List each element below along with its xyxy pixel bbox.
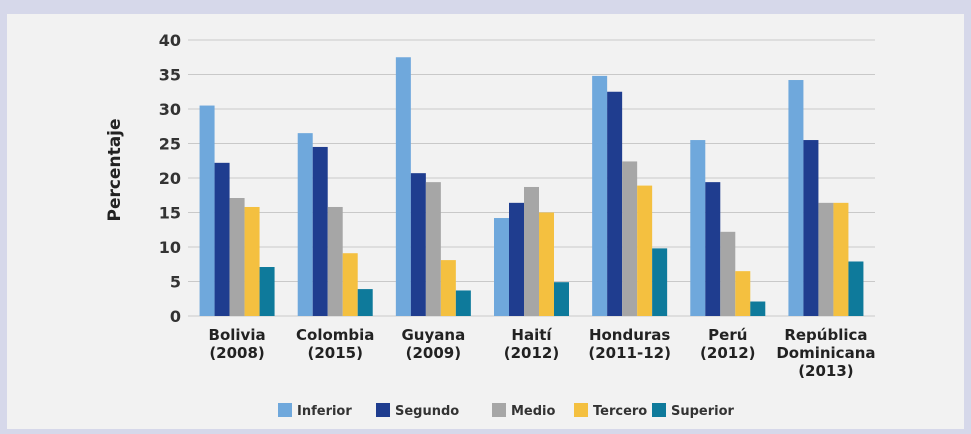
bar-medio-6	[818, 202, 834, 316]
bar-inferior-3	[494, 218, 509, 316]
bar-medio-4	[622, 161, 638, 316]
category-label: Perú	[708, 326, 747, 344]
bar-tercero-1	[342, 253, 358, 316]
category-label: (2015)	[307, 344, 362, 362]
bar-superior-2	[455, 290, 471, 316]
category-label: (2013)	[798, 362, 853, 380]
bar-segundo-2	[410, 173, 426, 316]
bar-segundo-0	[214, 162, 230, 316]
legend-swatch	[376, 403, 390, 417]
bar-superior-6	[848, 261, 864, 316]
bar-inferior-6	[788, 80, 804, 317]
legend-swatch	[652, 403, 666, 417]
bar-inferior-4	[592, 75, 608, 316]
legend-label: Superior	[671, 404, 735, 419]
y-tick-labels: 0 5 10 15 20 25 30 35 40	[159, 31, 181, 326]
bar-tercero-2	[440, 260, 456, 316]
bar-tercero-4	[637, 185, 653, 316]
y-tick-label: 20	[159, 169, 181, 188]
bar-superior-4	[652, 248, 668, 316]
legend-label: Inferior	[297, 404, 352, 419]
bar-inferior-1	[297, 133, 313, 316]
category-label: (2012)	[700, 344, 755, 362]
y-tick-label: 10	[159, 238, 181, 257]
legend-label: Tercero	[593, 404, 647, 419]
y-tick-label: 25	[159, 135, 181, 154]
bar-segundo-5	[705, 182, 721, 316]
bar-segundo-3	[509, 202, 524, 316]
bar-medio-2	[425, 182, 441, 316]
bar-medio-3	[524, 186, 539, 316]
bars	[199, 57, 864, 317]
category-label: (2009)	[406, 344, 461, 362]
y-tick-label: 15	[159, 204, 181, 223]
y-tick-label: 35	[159, 66, 181, 85]
category-label: Bolivia	[209, 326, 266, 344]
legend: Inferior Segundo Medio Tercero Superior	[278, 403, 735, 419]
category-label: Haití	[511, 326, 552, 344]
bar-superior-0	[259, 267, 275, 316]
category-label: (2012)	[504, 344, 559, 362]
legend-swatch	[278, 403, 292, 417]
category-label: (2011-12)	[588, 344, 671, 362]
bar-tercero-5	[735, 271, 751, 316]
y-tick-label: 30	[159, 100, 181, 119]
bar-superior-1	[357, 289, 373, 316]
legend-label: Medio	[511, 404, 556, 419]
bar-medio-5	[720, 231, 736, 316]
category-label: Dominicana	[776, 344, 875, 362]
bar-inferior-2	[395, 57, 411, 316]
bar-inferior-0	[199, 105, 215, 316]
bar-segundo-4	[607, 91, 623, 316]
legend-label: Segundo	[395, 404, 459, 419]
category-label: (2008)	[209, 344, 264, 362]
bar-inferior-5	[690, 140, 706, 316]
bar-medio-0	[229, 198, 245, 316]
bar-medio-1	[327, 206, 343, 316]
bar-superior-3	[554, 282, 569, 316]
category-label: Colombia	[296, 326, 374, 344]
category-label: Honduras	[589, 326, 670, 344]
y-tick-label: 5	[170, 273, 181, 292]
bar-segundo-1	[312, 146, 328, 316]
legend-swatch	[574, 403, 588, 417]
category-label: República	[784, 326, 867, 344]
category-label: Guyana	[402, 326, 466, 344]
bar-tercero-3	[539, 212, 554, 316]
y-axis-label: Percentaje	[105, 118, 125, 221]
category-labels: Bolivia(2008) Colombia(2015) Guyana(2009) H…	[209, 326, 876, 380]
bar-tercero-0	[244, 206, 260, 316]
y-tick-label: 40	[159, 31, 181, 50]
bar-superior-5	[750, 301, 766, 316]
bar-segundo-6	[803, 140, 819, 316]
y-tick-label: 0	[170, 307, 181, 326]
bar-tercero-6	[833, 202, 849, 316]
legend-swatch	[492, 403, 506, 417]
